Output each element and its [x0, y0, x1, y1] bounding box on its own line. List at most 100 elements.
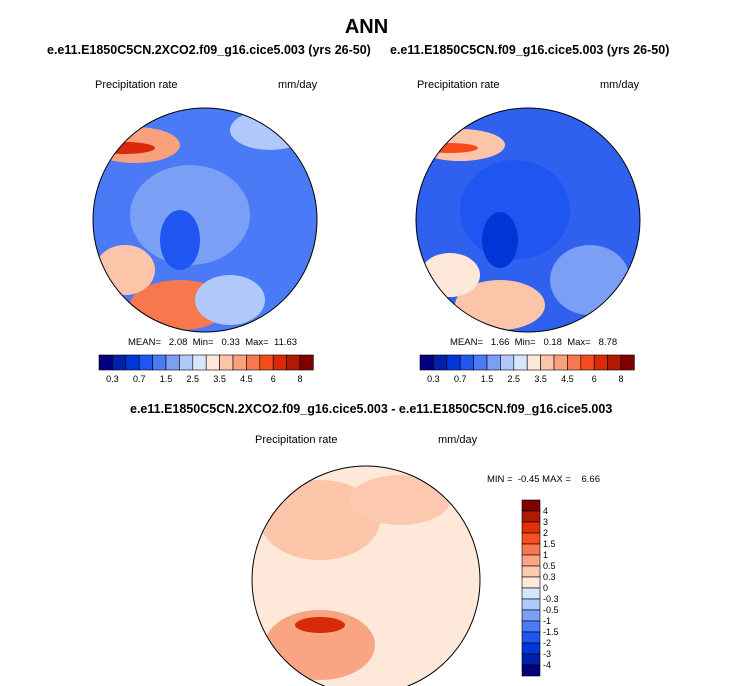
- map-panel2: [416, 108, 640, 332]
- colorbar-label: 0.3: [106, 374, 119, 384]
- colorbar-box: [259, 354, 274, 371]
- map-panel1-border: [92, 107, 318, 333]
- colorbar-label: -1.5: [543, 627, 559, 637]
- colorbar-label: 6: [592, 374, 597, 384]
- colorbar-box: [192, 354, 207, 371]
- colorbar-label: 8: [297, 374, 302, 384]
- colorbar-box: [540, 354, 555, 371]
- colorbar-box: [593, 354, 608, 371]
- diff-subtitle: e.e11.E1850C5CN.2XCO2.f09_g16.cice5.003 …: [130, 402, 613, 416]
- colorbar-box: [219, 354, 234, 371]
- colorbar-label: 0.7: [133, 374, 146, 384]
- diff-units: mm/day: [438, 434, 478, 446]
- colorbar-box: [246, 354, 261, 371]
- colorbar-box: [521, 587, 541, 600]
- colorbar-label: -3: [543, 649, 551, 659]
- colorbar-box: [521, 510, 541, 523]
- map-panel2-border: [415, 107, 641, 333]
- colorbar-box: [473, 354, 488, 371]
- colorbar-box: [419, 354, 434, 371]
- panel1-subtitle: e.e11.E1850C5CN.2XCO2.f09_g16.cice5.003 …: [47, 43, 371, 57]
- colorbar-box: [521, 521, 541, 534]
- colorbar-label: 0.5: [543, 561, 556, 571]
- colorbar-box: [521, 543, 541, 556]
- map-panel1: [93, 108, 317, 332]
- colorbar-label: 3.5: [534, 374, 547, 384]
- colorbar-label: 1: [543, 550, 548, 560]
- colorbar-label: 0.3: [427, 374, 440, 384]
- colorbar-box: [486, 354, 501, 371]
- colorbar-box: [553, 354, 568, 371]
- colorbar-box: [286, 354, 301, 371]
- colorbar-panel2: 0.3 0.7 1.5 2.5 3.5 4.5 6 8: [419, 354, 635, 384]
- diff-variable: Precipitation rate: [255, 434, 338, 446]
- colorbar-box: [165, 354, 180, 371]
- colorbar-label: 2.5: [508, 374, 521, 384]
- colorbar-box: [205, 354, 220, 371]
- colorbar-label: -0.3: [543, 594, 559, 604]
- colorbar-label: 3.5: [213, 374, 226, 384]
- colorbar-box: [459, 354, 474, 371]
- colorbar-box: [125, 354, 140, 371]
- colorbar-label: -4: [543, 660, 551, 670]
- panel2-units: mm/day: [600, 79, 640, 91]
- colorbar-label: 6: [271, 374, 276, 384]
- colorbar-label: 3: [543, 517, 548, 527]
- colorbar-box: [567, 354, 582, 371]
- colorbar-box: [620, 354, 635, 371]
- colorbar-box: [112, 354, 127, 371]
- colorbar-label: 8: [618, 374, 623, 384]
- colorbar-box: [580, 354, 595, 371]
- colorbar-box: [98, 354, 113, 371]
- colorbar-box: [521, 554, 541, 567]
- colorbar-label: 2.5: [187, 374, 200, 384]
- colorbar-box: [521, 642, 541, 655]
- colorbar-box: [433, 354, 448, 371]
- colorbar-label: 0.3: [543, 572, 556, 582]
- colorbar-label: 0: [543, 583, 548, 593]
- map-diff: [252, 466, 480, 686]
- colorbar-label: -1: [543, 616, 551, 626]
- colorbar-box: [521, 653, 541, 666]
- colorbar-label: 1.5: [160, 374, 173, 384]
- panel1-units: mm/day: [278, 79, 318, 91]
- colorbar-label: 1.5: [481, 374, 494, 384]
- colorbar-box: [272, 354, 287, 371]
- colorbar-box: [500, 354, 515, 371]
- map-diff-border: [251, 465, 481, 686]
- colorbar-label: -0.5: [543, 605, 559, 615]
- colorbar-box: [513, 354, 528, 371]
- colorbar-box: [521, 565, 541, 578]
- figure-title: ANN: [344, 16, 389, 38]
- colorbar-label: 4.5: [240, 374, 253, 384]
- colorbar-box: [521, 532, 541, 545]
- panel2-subtitle: e.e11.E1850C5CN.f09_g16.cice5.003 (yrs 2…: [390, 43, 670, 57]
- colorbar-label: 4: [543, 506, 548, 516]
- colorbar-label: 2: [543, 528, 548, 538]
- colorbar-label: -2: [543, 638, 551, 648]
- colorbar-panel1: 0.3 0.7 1.5 2.5 3.5 4.5 6 8: [98, 354, 314, 384]
- colorbar-box: [232, 354, 247, 371]
- colorbar-box: [299, 354, 314, 371]
- colorbar-box: [521, 631, 541, 644]
- colorbar-label: 4.5: [561, 374, 574, 384]
- colorbar-box: [521, 664, 541, 677]
- colorbar-box: [521, 620, 541, 633]
- diff-stats: MIN = -0.45 MAX = 6.66: [487, 474, 600, 485]
- colorbar-box: [521, 609, 541, 622]
- colorbar-box: [526, 354, 541, 371]
- colorbar-box: [138, 354, 153, 371]
- panel2-variable: Precipitation rate: [417, 79, 500, 91]
- panel2-stats: MEAN= 1.66 Min= 0.18 Max= 8.78: [450, 337, 618, 348]
- colorbar-label: 1.5: [543, 539, 556, 549]
- panel1-stats: MEAN= 2.08 Min= 0.33 Max= 11.63: [128, 337, 298, 348]
- colorbar-box: [521, 598, 541, 611]
- colorbar-box: [152, 354, 167, 371]
- colorbar-box: [607, 354, 622, 371]
- colorbar-box: [521, 576, 541, 589]
- colorbar-box: [446, 354, 461, 371]
- panel1-variable: Precipitation rate: [95, 79, 178, 91]
